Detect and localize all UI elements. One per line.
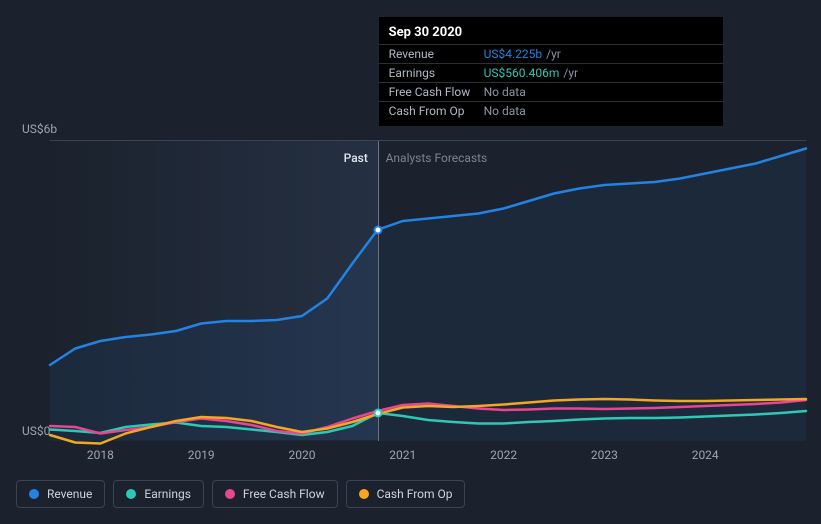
chart-lines [50, 141, 806, 441]
tooltip-row: Cash From OpNo data [379, 101, 723, 120]
tooltip-row: RevenueUS$4.225b/yr [379, 44, 723, 63]
tooltip-row-value: No data [484, 85, 526, 99]
x-tick: 2022 [490, 448, 517, 462]
legend-item-cfo[interactable]: Cash From Op [346, 480, 466, 508]
tooltip-row-label: Earnings [389, 66, 484, 80]
plot-area[interactable]: Past Analysts Forecasts [50, 140, 806, 440]
chart-container: US$6b US$0 Past Analysts Forecasts [16, 120, 806, 450]
legend-dot-icon [29, 489, 39, 499]
x-tick: 2023 [591, 448, 618, 462]
y-tick-bottom: US$0 [0, 424, 50, 438]
legend-label: Earnings [144, 487, 191, 501]
legend-label: Free Cash Flow [243, 487, 325, 501]
legend-item-fcf[interactable]: Free Cash Flow [212, 480, 338, 508]
x-tick: 2019 [188, 448, 215, 462]
tooltip-date: Sep 30 2020 [379, 23, 723, 44]
x-tick: 2018 [87, 448, 114, 462]
tooltip-row-value: US$560.406m [484, 66, 560, 80]
tooltip-row-unit: /yr [546, 47, 561, 61]
hover-marker-revenue [373, 225, 382, 234]
y-tick-top: US$6b [0, 122, 50, 136]
x-tick: 2020 [289, 448, 316, 462]
hover-line [378, 141, 379, 441]
x-tick: 2024 [692, 448, 719, 462]
tooltip-row-value: US$4.225b [484, 47, 543, 61]
x-tick: 2021 [389, 448, 416, 462]
tooltip-row-label: Free Cash Flow [389, 85, 484, 99]
tooltip-row-unit: /yr [563, 66, 578, 80]
legend: Revenue Earnings Free Cash Flow Cash From O… [16, 480, 465, 508]
legend-label: Revenue [47, 487, 92, 501]
x-axis: 2018 2019 2020 2021 2022 2023 2024 [50, 448, 806, 468]
tooltip: Sep 30 2020 RevenueUS$4.225b/yrEarningsU… [379, 17, 723, 126]
legend-item-revenue[interactable]: Revenue [16, 480, 105, 508]
tooltip-row: Free Cash FlowNo data [379, 82, 723, 101]
tooltip-row-label: Revenue [389, 47, 484, 61]
tooltip-row: EarningsUS$560.406m/yr [379, 63, 723, 82]
legend-dot-icon [359, 489, 369, 499]
legend-label: Cash From Op [377, 487, 453, 501]
tooltip-row-value: No data [484, 104, 526, 118]
hover-marker-earnings [373, 408, 382, 417]
legend-dot-icon [126, 489, 136, 499]
legend-dot-icon [225, 489, 235, 499]
legend-item-earnings[interactable]: Earnings [113, 480, 204, 508]
tooltip-row-label: Cash From Op [389, 104, 484, 118]
